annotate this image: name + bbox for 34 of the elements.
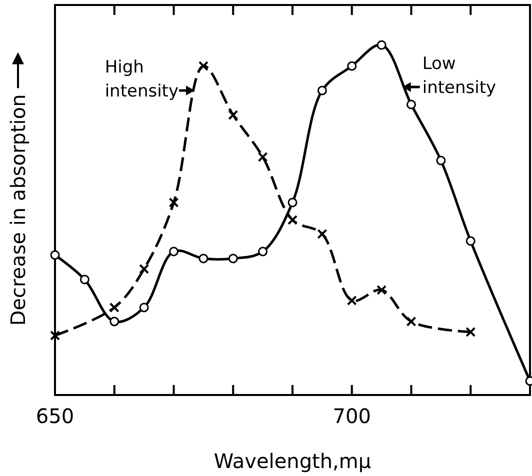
point <box>198 254 208 264</box>
point <box>466 327 476 337</box>
x-axis-title: Wavelength,mµ <box>214 449 372 473</box>
point <box>198 61 208 71</box>
point <box>258 152 268 162</box>
point <box>347 61 357 71</box>
point <box>169 246 178 256</box>
point <box>436 156 446 166</box>
point <box>376 40 386 50</box>
annotation: High intensity <box>104 58 179 102</box>
point <box>406 100 416 110</box>
point <box>406 316 416 326</box>
annotation: Low intensity <box>422 54 496 98</box>
point <box>50 330 60 340</box>
x-tick-label: 700 <box>332 404 371 428</box>
point <box>288 198 298 208</box>
point <box>80 274 90 284</box>
point <box>228 110 238 120</box>
point <box>110 316 120 326</box>
point <box>258 246 268 256</box>
point <box>139 264 150 274</box>
point <box>346 296 357 306</box>
y-axis-title: Decrease in absorption <box>6 94 30 326</box>
point <box>288 215 298 225</box>
point <box>109 302 120 312</box>
point <box>317 229 328 239</box>
point <box>466 236 476 246</box>
point <box>317 86 327 96</box>
x-tick-label: 650 <box>36 404 74 428</box>
point <box>50 250 60 260</box>
point <box>376 285 387 295</box>
point <box>139 302 149 312</box>
point <box>168 198 179 208</box>
point <box>228 254 238 264</box>
